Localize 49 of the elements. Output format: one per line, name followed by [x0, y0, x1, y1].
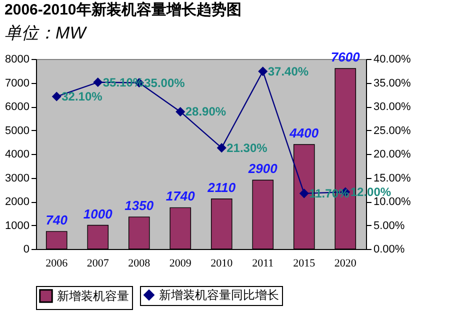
data-label: 37.40% — [268, 64, 309, 78]
y-tick-label: 2000 — [5, 196, 30, 208]
data-label: 32.10% — [62, 90, 103, 104]
x-tick-label: 2006 — [46, 258, 68, 270]
data-label: 2900 — [247, 161, 278, 176]
x-tick-label: 2015 — [293, 258, 316, 270]
y-tick-label: 7000 — [5, 77, 30, 90]
y2-tick-label: 40.00% — [374, 54, 412, 66]
point — [300, 189, 308, 198]
data-label: 2110 — [206, 180, 236, 195]
y-tick-label: 3000 — [5, 172, 30, 184]
x-tick-label: 2009 — [169, 258, 192, 270]
point — [176, 107, 185, 116]
data-label: 740 — [46, 212, 68, 228]
y2-tick-label: 25.00% — [374, 124, 412, 137]
chart-title: 2006-2010年新装机容量增长趋势图 — [4, 0, 242, 18]
point — [52, 92, 61, 101]
x-tick-label: 2020 — [334, 258, 357, 270]
data-label: 21.30% — [226, 140, 268, 155]
y2-tick-label: 30.00% — [374, 101, 412, 113]
y2-tick-label: 10.00% — [374, 196, 412, 208]
x-tick-label: 2008 — [128, 258, 151, 270]
y2-tick-label: 20.00% — [374, 148, 412, 160]
y-tick-label: 4000 — [5, 148, 30, 160]
y2-tick-label: 0.00% — [374, 244, 405, 256]
y2-tick-label: 5.00% — [374, 220, 405, 232]
data-label: 11.70% — [309, 186, 350, 200]
data-label: 35.00% — [144, 76, 186, 90]
x-tick-label: 2011 — [252, 258, 274, 270]
data-label: 1000 — [83, 206, 114, 222]
y-tick-label: 6000 — [5, 101, 30, 113]
legend-label: 新增装机容量 — [57, 289, 129, 303]
y2-tick-label: 15.00% — [374, 172, 412, 184]
point — [258, 66, 268, 76]
data-label: 1350 — [124, 198, 154, 213]
x-tick-label: 2007 — [86, 258, 110, 270]
data-label: 28.90% — [185, 104, 226, 119]
y-tick-label: 8000 — [5, 54, 30, 66]
point — [217, 143, 226, 152]
data-label: 4400 — [288, 126, 320, 140]
point — [94, 78, 102, 87]
x-tick-label: 2010 — [210, 258, 234, 270]
y-tick-label: 1000 — [5, 220, 30, 232]
y2-tick-label: 35.00% — [374, 77, 412, 90]
data-label: 1740 — [166, 188, 196, 204]
chart-subtitle: 单位：MW — [4, 24, 88, 42]
y-tick-label: 5000 — [5, 124, 30, 137]
legend-label: 新增装机容量同比增长 — [159, 288, 279, 302]
y-tick-label: 0 — [23, 244, 30, 256]
